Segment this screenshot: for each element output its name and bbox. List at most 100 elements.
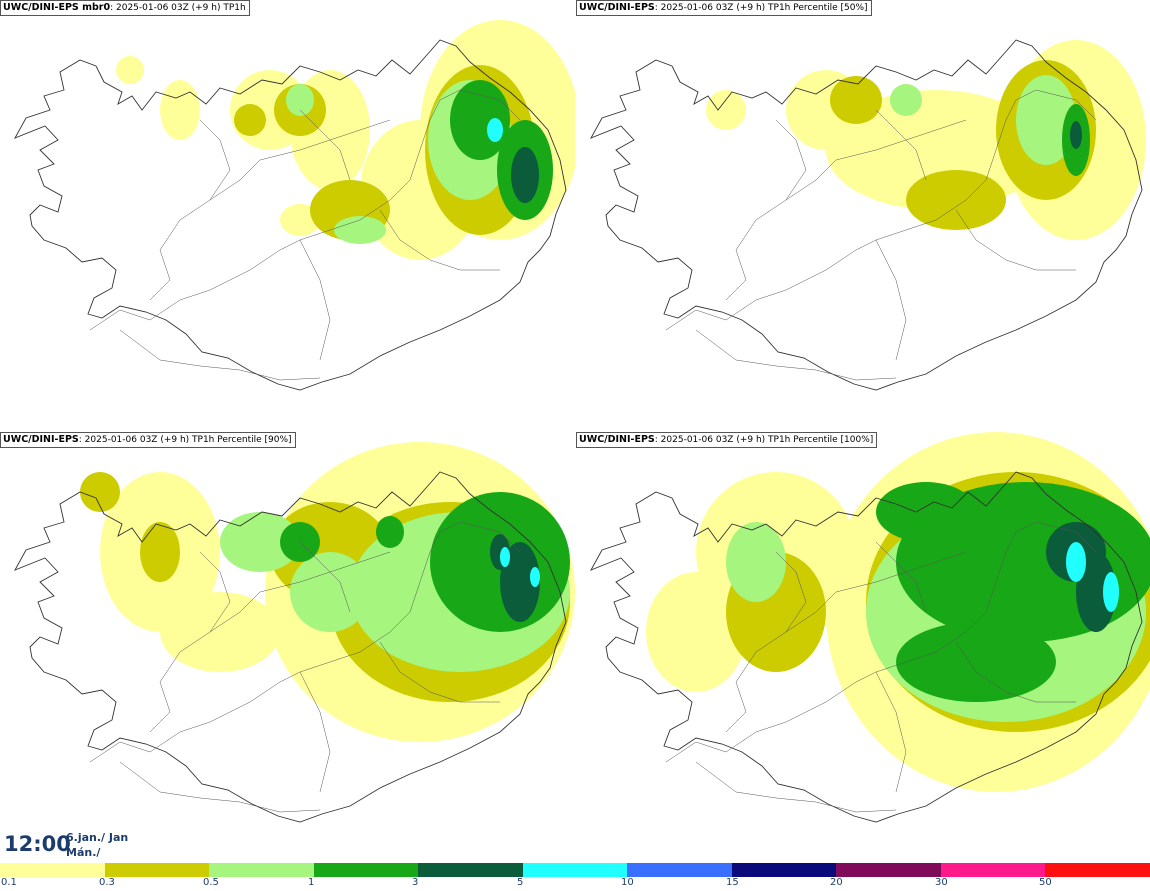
road-line bbox=[955, 209, 1076, 271]
road-line bbox=[875, 671, 907, 793]
colorbar-tick-label: 30 bbox=[935, 877, 948, 888]
colorbar-tick-label: 15 bbox=[726, 877, 739, 888]
precip-contour bbox=[511, 147, 539, 203]
road-line bbox=[379, 209, 500, 271]
iceland-coastline bbox=[589, 39, 1143, 391]
colorbar-tick-label: 0.1 bbox=[1, 877, 17, 888]
precip-field bbox=[80, 442, 575, 742]
road-line bbox=[409, 521, 521, 613]
road-line bbox=[199, 119, 231, 201]
precip-contour bbox=[890, 84, 922, 116]
precip-field bbox=[116, 20, 575, 260]
precip-colorbar bbox=[0, 863, 1150, 877]
precip-contour bbox=[80, 472, 120, 512]
colorbar-tick-label: 0.5 bbox=[203, 877, 219, 888]
precip-contour bbox=[220, 512, 300, 572]
precip-contour bbox=[286, 84, 314, 116]
colorbar-segment bbox=[836, 863, 941, 877]
road-line bbox=[775, 119, 807, 201]
precip-contour bbox=[116, 56, 144, 84]
road-line bbox=[725, 591, 837, 733]
precip-contour bbox=[646, 572, 746, 692]
precip-contour bbox=[334, 216, 386, 244]
road-line bbox=[875, 109, 927, 181]
valid-time-box: 12:00 6.jan./ Jan Mán./ Mon bbox=[0, 826, 130, 874]
colorbar-segment bbox=[627, 863, 732, 877]
precip-field bbox=[706, 40, 1146, 240]
precip-contour bbox=[280, 204, 320, 236]
precip-map bbox=[13, 20, 575, 391]
road-line bbox=[119, 761, 321, 813]
iceland-coastline bbox=[13, 39, 567, 391]
precip-contour bbox=[500, 542, 540, 622]
colorbar-tick-label: 0.3 bbox=[99, 877, 115, 888]
colorbar-tick-label: 20 bbox=[830, 877, 843, 888]
precip-contour bbox=[1066, 542, 1086, 582]
road-line bbox=[379, 641, 500, 703]
colorbar-segment bbox=[313, 863, 419, 877]
road-line bbox=[695, 329, 897, 381]
map-panel-mbr0: UWC/DINI-EPS mbr0: 2025-01-06 03Z (+9 h)… bbox=[0, 0, 575, 430]
road-line bbox=[89, 611, 411, 763]
colorbar-segment bbox=[1045, 863, 1150, 877]
precip-field bbox=[646, 432, 1150, 792]
precip-contour bbox=[876, 482, 976, 542]
precip-contour bbox=[906, 170, 1006, 230]
road-line bbox=[89, 179, 411, 331]
road-line bbox=[985, 521, 1097, 613]
precip-contour bbox=[1103, 572, 1119, 612]
road-line bbox=[875, 239, 907, 361]
road-line bbox=[725, 159, 837, 301]
road-line bbox=[119, 329, 321, 381]
precip-contour bbox=[290, 552, 370, 632]
road-line bbox=[955, 641, 1076, 703]
road-line bbox=[299, 239, 331, 361]
map-panel-p50: UWC/DINI-EPS: 2025-01-06 03Z (+9 h) TP1h… bbox=[576, 0, 1150, 430]
precip-contour bbox=[896, 622, 1056, 702]
precip-contour bbox=[1070, 121, 1082, 149]
colorbar-tick-label: 5 bbox=[517, 877, 524, 888]
road-line bbox=[875, 541, 927, 613]
precip-map bbox=[13, 442, 575, 823]
iceland-coastline bbox=[589, 471, 1143, 823]
colorbar-tick-label: 1 bbox=[308, 877, 315, 888]
colorbar-segment bbox=[0, 863, 105, 877]
road-line bbox=[149, 591, 261, 733]
road-line bbox=[199, 551, 231, 633]
colorbar-segment bbox=[104, 863, 210, 877]
colorbar-segment bbox=[940, 863, 1046, 877]
precip-contour bbox=[487, 118, 503, 142]
iceland-coastline bbox=[13, 471, 567, 823]
colorbar-segment bbox=[209, 863, 314, 877]
road-line bbox=[695, 761, 897, 813]
precip-contour bbox=[1076, 552, 1116, 632]
colorbar-segment bbox=[522, 863, 628, 877]
precip-contour bbox=[706, 90, 746, 130]
road-line bbox=[299, 541, 351, 613]
road-line bbox=[665, 611, 987, 763]
precip-contour bbox=[160, 592, 280, 672]
map-panel-p90: UWC/DINI-EPS: 2025-01-06 03Z (+9 h) TP1h… bbox=[0, 432, 575, 862]
valid-time: 12:00 bbox=[4, 832, 71, 856]
panel-title: UWC/DINI-EPS: 2025-01-06 03Z (+9 h) TP1h… bbox=[576, 0, 872, 16]
road-line bbox=[299, 109, 351, 181]
precip-contour bbox=[1016, 75, 1076, 165]
panel-title: UWC/DINI-EPS: 2025-01-06 03Z (+9 h) TP1h… bbox=[576, 432, 878, 448]
map-panel-p100: UWC/DINI-EPS: 2025-01-06 03Z (+9 h) TP1h… bbox=[576, 432, 1150, 862]
colorbar-ticks: 0.1 0.3 0.5 1 3 5 10 15 20 30 50 bbox=[0, 877, 1150, 891]
road-line bbox=[409, 89, 521, 181]
road-line bbox=[665, 179, 987, 331]
road-line bbox=[775, 551, 807, 633]
valid-date-line1: 6.jan./ Jan bbox=[66, 831, 129, 844]
panel-title: UWC/DINI-EPS mbr0: 2025-01-06 03Z (+9 h)… bbox=[0, 0, 250, 16]
road-line bbox=[985, 89, 1097, 181]
precip-contour bbox=[234, 104, 266, 136]
precip-contour bbox=[830, 76, 882, 124]
precip-contour bbox=[160, 80, 200, 140]
precip-contour bbox=[376, 516, 404, 548]
colorbar-tick-label: 3 bbox=[412, 877, 419, 888]
road-line bbox=[149, 159, 261, 301]
precip-map bbox=[589, 39, 1146, 391]
precip-contour bbox=[726, 522, 786, 602]
colorbar-tick-label: 50 bbox=[1039, 877, 1052, 888]
